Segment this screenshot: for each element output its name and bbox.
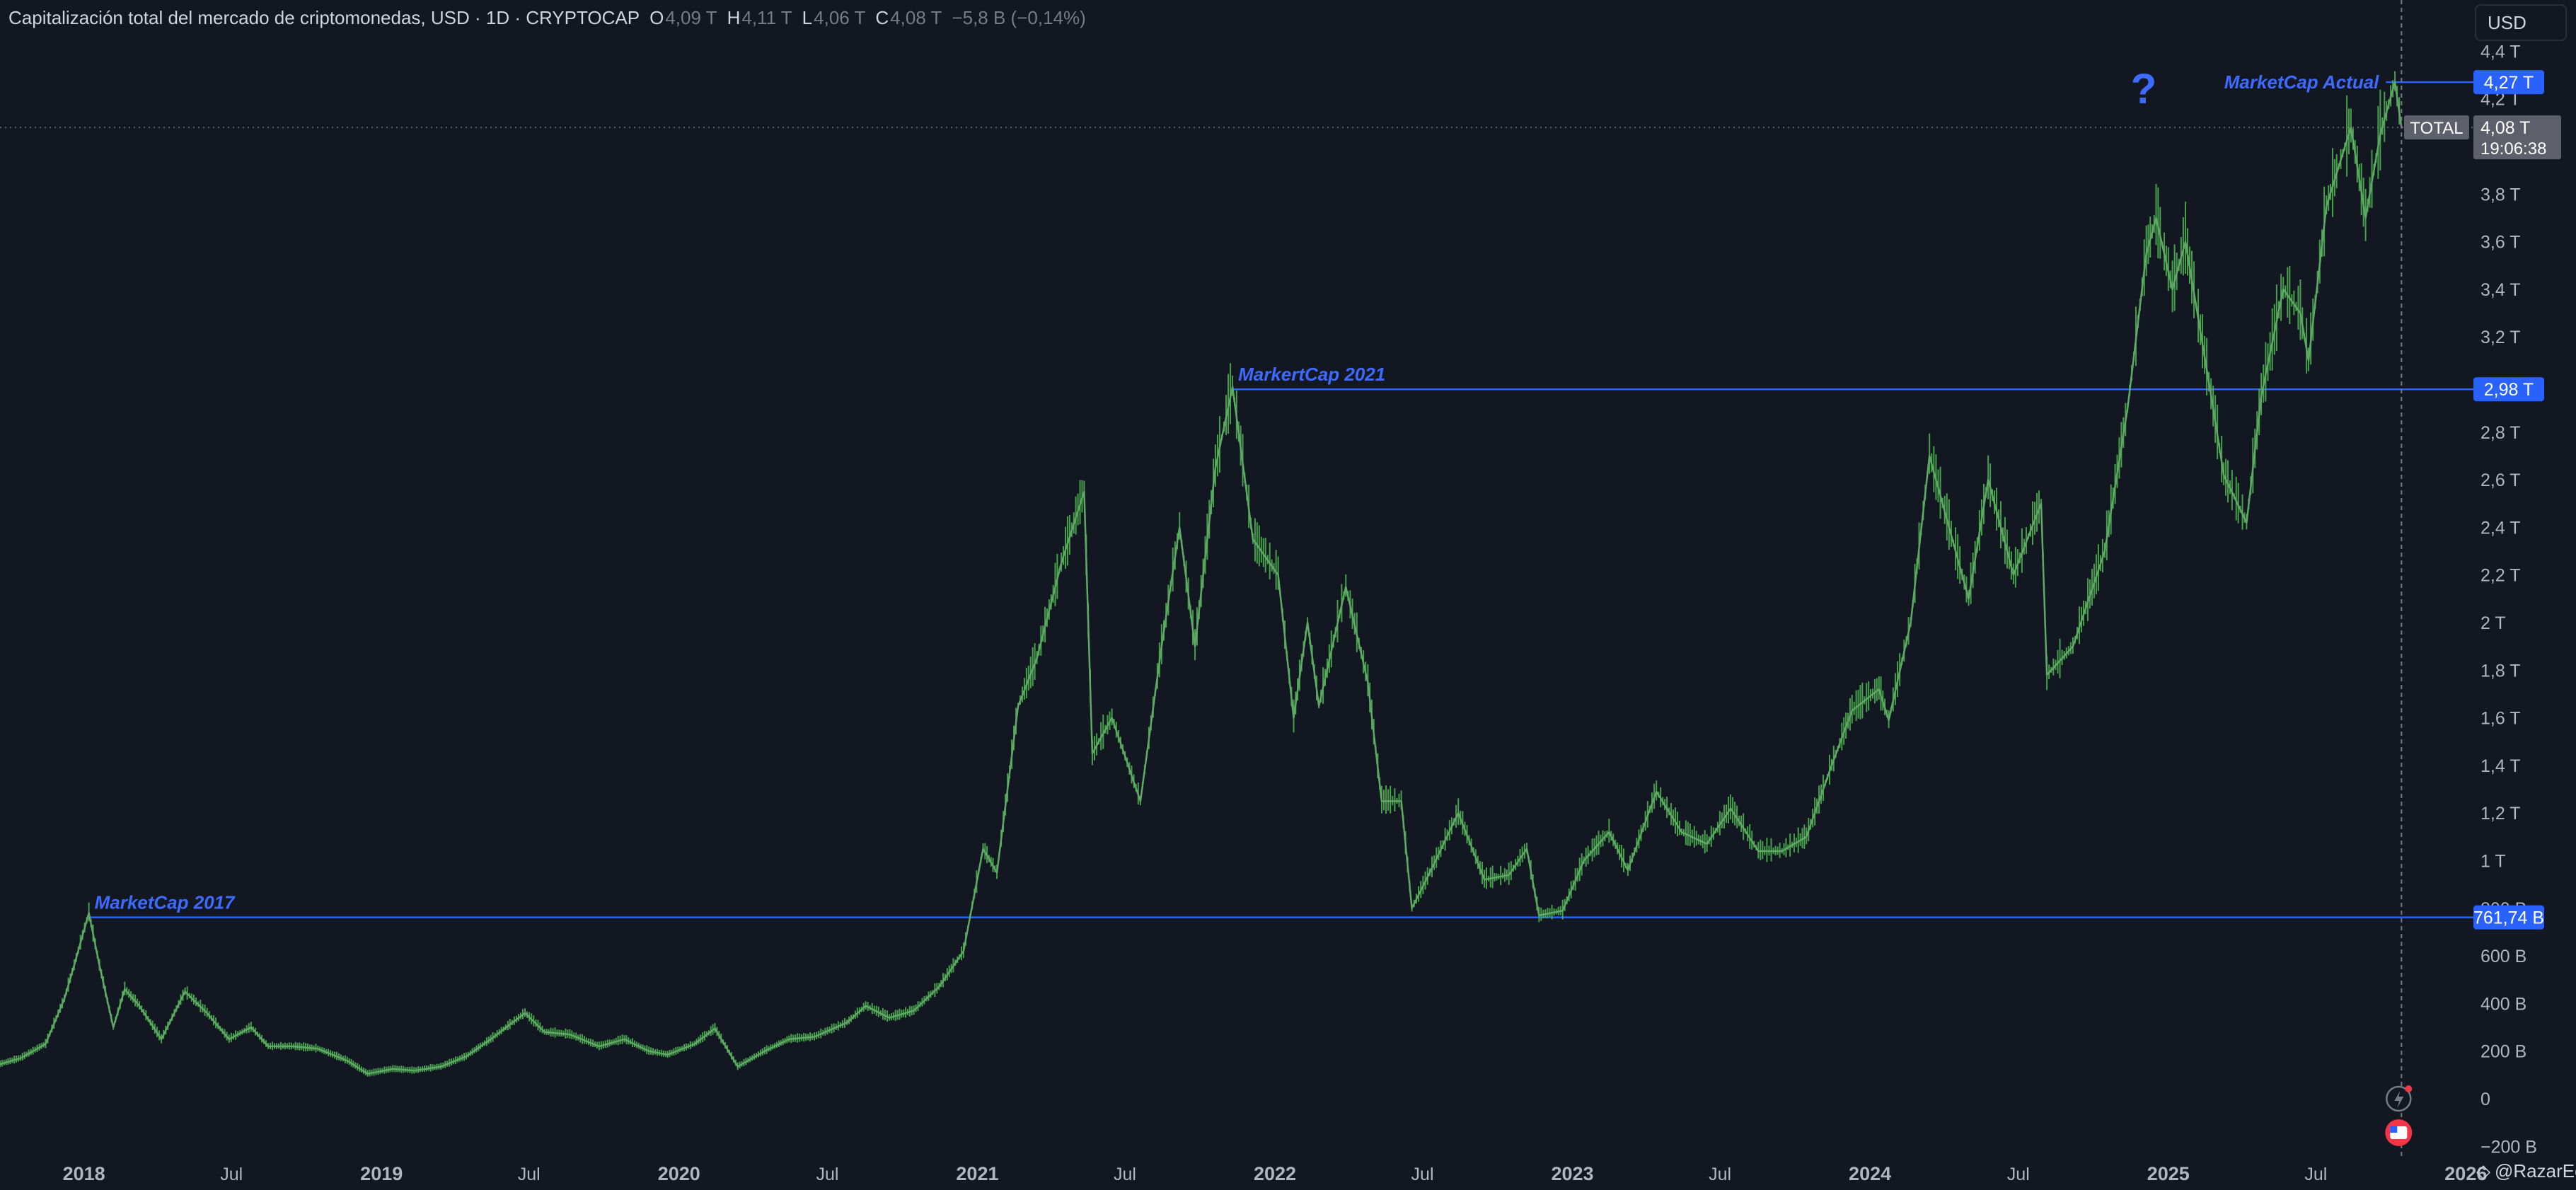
level-price-tag-label: 761,74 B bbox=[2473, 908, 2544, 928]
y-tick-label: 1,4 T bbox=[2480, 756, 2521, 776]
x-tick-label: 2026 bbox=[2444, 1163, 2487, 1184]
ohlc-high-key: H bbox=[727, 7, 741, 28]
x-tick-label: 2020 bbox=[658, 1163, 700, 1184]
y-tick-label: 600 B bbox=[2480, 947, 2526, 966]
ohlc-low-key: L bbox=[802, 7, 813, 28]
ohlc-close-value: 4,08 T bbox=[890, 7, 942, 28]
y-tick-label: 0 bbox=[2480, 1090, 2490, 1109]
x-tick-label: Jul bbox=[816, 1165, 838, 1184]
symbol-legend[interactable]: Capitalización total del mercado de crip… bbox=[8, 7, 1086, 29]
y-tick-label: 200 B bbox=[2480, 1042, 2526, 1062]
current-price-tag bbox=[2473, 115, 2561, 160]
y-tick-label: 3,4 T bbox=[2480, 280, 2521, 300]
level-price-tag-label: 4,27 T bbox=[2484, 73, 2534, 93]
current-price-label: 4,08 T bbox=[2480, 118, 2530, 138]
ohlc-open-key: O bbox=[649, 7, 664, 28]
x-tick-label: 2024 bbox=[1849, 1163, 1891, 1184]
symbol-tag-label: TOTAL bbox=[2410, 119, 2463, 138]
y-tick-label: 2 T bbox=[2480, 613, 2506, 633]
lightning-icon bbox=[2394, 1091, 2404, 1108]
y-tick-label: 2,4 T bbox=[2480, 518, 2521, 538]
chart-icons bbox=[2385, 1085, 2413, 1146]
y-tick-label: 2,6 T bbox=[2480, 470, 2521, 490]
question-mark-icon: ? bbox=[2131, 65, 2157, 112]
x-tick-label: Jul bbox=[1709, 1165, 1731, 1184]
y-tick-label: 1 T bbox=[2480, 852, 2506, 872]
level-price-tag bbox=[2473, 377, 2544, 402]
y-tick-label: 3,8 T bbox=[2480, 185, 2521, 204]
ohlc-low-value: 4,06 T bbox=[814, 7, 866, 28]
price-tags: 761,74 B 2,98 T 4,27 T TOTAL 4,08 T19:06:38 bbox=[2404, 70, 2561, 930]
y-tick-label: 400 B bbox=[2480, 994, 2526, 1014]
y-tick-label: 1,8 T bbox=[2480, 661, 2521, 681]
x-tick-label: 2018 bbox=[63, 1163, 105, 1184]
ohlc-low: L 4,06 T bbox=[802, 7, 866, 29]
x-tick-label: 2019 bbox=[360, 1163, 403, 1184]
y-tick-label: 1,6 T bbox=[2480, 709, 2521, 729]
y-tick-label: 4,4 T bbox=[2480, 42, 2521, 62]
x-tick-label: Jul bbox=[1114, 1165, 1136, 1184]
diamond-icon: ◇ bbox=[2476, 1160, 2490, 1182]
y-tick-label: 2,2 T bbox=[2480, 566, 2521, 586]
level-annotation: MarkertCap 2021 bbox=[1238, 364, 1385, 385]
x-tick-label: 2023 bbox=[1552, 1163, 1594, 1184]
currency-button[interactable]: USD bbox=[2475, 4, 2567, 41]
ohlc-high: H 4,11 T bbox=[727, 7, 792, 29]
x-tick-label: Jul bbox=[220, 1165, 243, 1184]
countdown-label: 19:06:38 bbox=[2480, 139, 2546, 158]
level-price-tag bbox=[2473, 905, 2544, 930]
ohlc-close-key: C bbox=[875, 7, 889, 28]
series-layer bbox=[0, 71, 2403, 1077]
ohlc-open-value: 4,09 T bbox=[665, 7, 717, 28]
change-value: −5,8 B (−0,14%) bbox=[952, 7, 1086, 28]
x-tick-label: 2025 bbox=[2147, 1163, 2190, 1184]
series-line bbox=[0, 81, 2403, 1075]
ohlc-high-value: 4,11 T bbox=[741, 7, 792, 28]
notification-dot-icon bbox=[2405, 1085, 2413, 1092]
author-name: @RazarEc bbox=[2495, 1160, 2576, 1182]
x-tick-label: 2021 bbox=[956, 1163, 998, 1184]
level-annotation: MarketCap Actual bbox=[2224, 71, 2379, 93]
y-tick-label: 3,2 T bbox=[2480, 328, 2521, 347]
x-tick-label: Jul bbox=[2007, 1165, 2030, 1184]
x-tick-label: Jul bbox=[518, 1165, 541, 1184]
author-watermark: ◇ @RazarEc bbox=[2476, 1160, 2576, 1182]
ohlc-close: C 4,08 T bbox=[875, 7, 942, 29]
time-axis: 2018 Jul 2019 Jul 2020 Jul 2021 Jul 2022 Jul 2023 J… bbox=[63, 1163, 2488, 1184]
level-price-tag bbox=[2473, 70, 2544, 95]
x-tick-label: Jul bbox=[1411, 1165, 1434, 1184]
horizontal-levels: MarketCap 2017 MarkertCap 2021 MarketCap A… bbox=[88, 65, 2473, 918]
y-tick-label: −200 B bbox=[2480, 1137, 2537, 1157]
level-annotation: MarketCap 2017 bbox=[95, 892, 236, 913]
ohlc-open: O 4,09 T bbox=[649, 7, 717, 29]
x-tick-label: Jul bbox=[2304, 1165, 2327, 1184]
y-tick-label: 2,8 T bbox=[2480, 423, 2521, 443]
y-tick-label: 3,6 T bbox=[2480, 233, 2521, 253]
symbol-tag bbox=[2404, 115, 2469, 140]
y-tick-label: 1,2 T bbox=[2480, 804, 2521, 824]
flag-canton-icon bbox=[2390, 1126, 2398, 1133]
x-tick-label: 2022 bbox=[1254, 1163, 1296, 1184]
level-price-tag-label: 2,98 T bbox=[2484, 380, 2534, 400]
symbol-title: Capitalización total del mercado de crip… bbox=[8, 7, 640, 28]
